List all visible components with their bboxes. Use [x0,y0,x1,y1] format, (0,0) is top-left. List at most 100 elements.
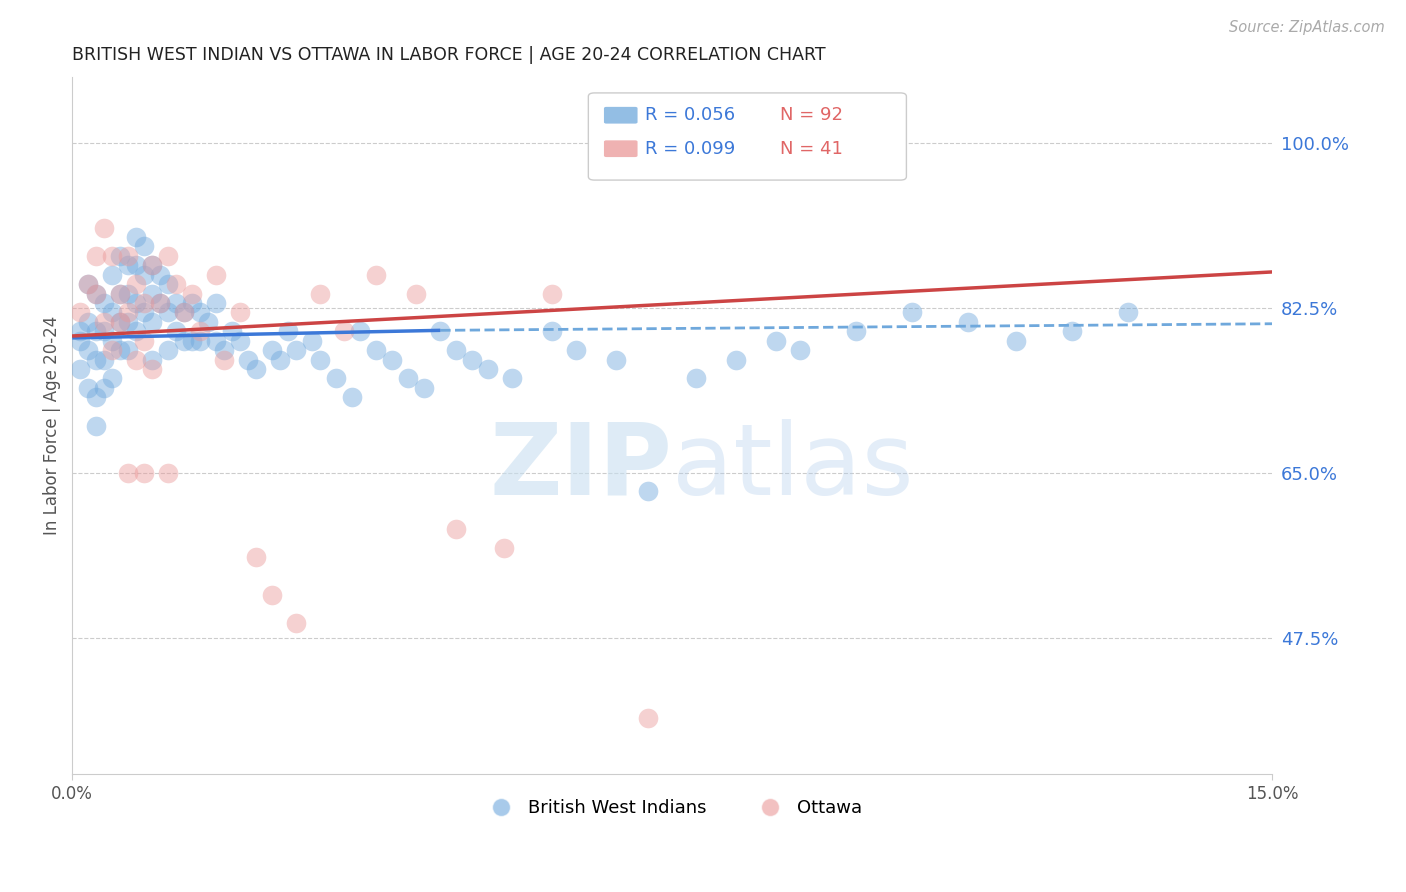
Point [117,305,139,319]
Point [141,315,163,329]
Point [461,352,484,367]
Point [110,343,132,358]
Point [188,305,211,319]
Point [125,277,148,292]
Point [134,334,156,348]
Point [157,277,180,292]
Point [405,286,427,301]
Point [301,334,323,348]
Point [157,305,180,319]
Point [413,381,436,395]
Point [93,315,115,329]
Point [396,371,419,385]
Point [333,324,356,338]
Point [214,343,236,358]
Point [117,258,139,272]
Legend: British West Indians, Ottawa: British West Indians, Ottawa [475,792,869,824]
Text: atlas: atlas [672,419,914,516]
Point [285,616,308,631]
Point [134,305,156,319]
Point [110,249,132,263]
Point [245,550,267,565]
Point [157,466,180,480]
Point [173,305,195,319]
Point [77,381,100,395]
Point [173,334,195,348]
Point [205,296,228,310]
Point [117,466,139,480]
Point [77,277,100,292]
Point [262,343,284,358]
Text: Source: ZipAtlas.com: Source: ZipAtlas.com [1229,20,1385,35]
Point [165,277,187,292]
Point [101,249,124,263]
Point [149,296,172,310]
Text: R = 0.056: R = 0.056 [645,106,735,124]
Point [501,371,523,385]
Point [446,343,468,358]
Point [269,352,291,367]
Point [110,315,132,329]
Point [117,315,139,329]
Point [181,286,204,301]
Point [134,239,156,253]
Point [84,286,107,301]
Point [197,315,219,329]
FancyBboxPatch shape [605,107,637,124]
Point [173,305,195,319]
Point [541,324,564,338]
Point [277,324,299,338]
Point [366,268,388,282]
Point [221,324,243,338]
Point [93,296,115,310]
Point [77,315,100,329]
Point [901,305,924,319]
Point [149,296,172,310]
Point [84,352,107,367]
Point [101,305,124,319]
Point [93,352,115,367]
Point [637,484,659,499]
Point [125,258,148,272]
Point [69,305,91,319]
Point [93,324,115,338]
Point [188,324,211,338]
Point [93,220,115,235]
Point [77,277,100,292]
Point [134,268,156,282]
Point [110,315,132,329]
Point [309,286,332,301]
Point [84,324,107,338]
Point [125,230,148,244]
Point [141,258,163,272]
Point [205,268,228,282]
Point [110,286,132,301]
Point [157,343,180,358]
Point [494,541,516,555]
Point [325,371,347,385]
Point [349,324,371,338]
Point [381,352,404,367]
Point [565,343,588,358]
Point [134,466,156,480]
Point [141,286,163,301]
Point [101,334,124,348]
Point [229,334,252,348]
Point [1062,324,1084,338]
Point [285,343,308,358]
Point [84,418,107,433]
Y-axis label: In Labor Force | Age 20-24: In Labor Force | Age 20-24 [44,316,60,535]
FancyBboxPatch shape [605,140,637,157]
Point [84,286,107,301]
Point [69,362,91,376]
Point [446,522,468,536]
Point [117,249,139,263]
Point [957,315,980,329]
Point [429,324,451,338]
Point [605,352,627,367]
Point [309,352,332,367]
Point [245,362,267,376]
Point [134,296,156,310]
Point [685,371,707,385]
Point [181,296,204,310]
